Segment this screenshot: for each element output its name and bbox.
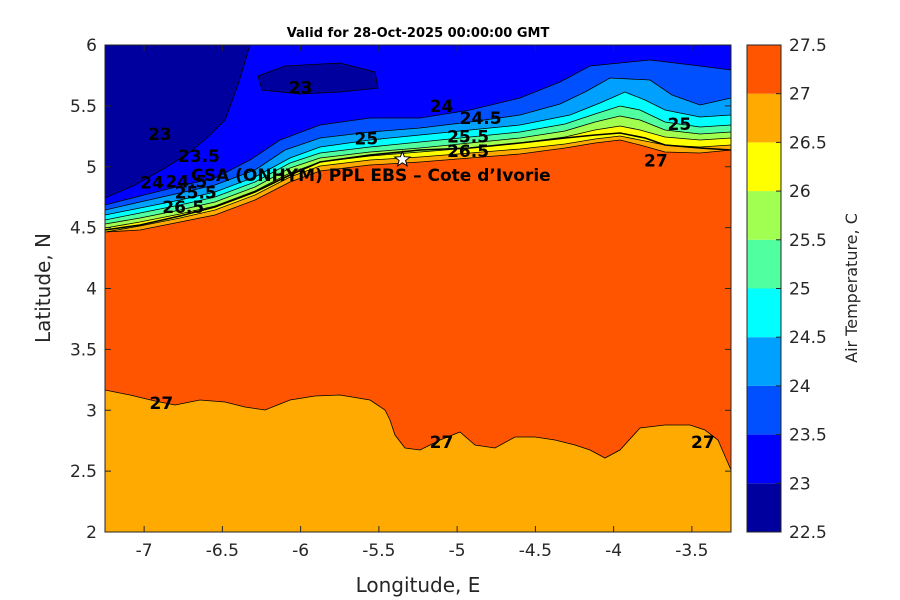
band-27-27.5 (105, 139, 731, 471)
site-label: CSA (ONHYM) PPL EBS – Cote d’Ivorie (191, 166, 551, 186)
y-tick-label: 4 (86, 280, 97, 300)
site-marker-group: CSA (ONHYM) PPL EBS – Cote d’Ivorie (191, 149, 551, 186)
colorbar-swatch (747, 385, 781, 435)
contour-label: 27 (644, 152, 668, 172)
y-tick-label: 3.5 (70, 340, 97, 360)
contour-label: 23.5 (178, 147, 220, 167)
colorbar-tick-label: 26.5 (789, 133, 827, 153)
colorbar-tick-label: 24 (789, 377, 811, 397)
colorbar-tick-label: 27 (789, 85, 811, 105)
x-tick-label: -4 (605, 541, 622, 561)
x-tick-label: -5.5 (362, 541, 395, 561)
x-axis: -7 -6.5 -6 -5.5 -5 -4.5 -4 -3.5 (136, 45, 708, 561)
colorbar-tick-label: 23.5 (789, 426, 827, 446)
y-tick-label: 4.5 (70, 219, 97, 239)
band-22.5-23-east (257, 62, 379, 95)
y-tick-label: 5.5 (70, 97, 97, 117)
colorbar-swatch (747, 337, 781, 386)
contour-label: 24.5 (165, 172, 207, 192)
colorbar-swatch (747, 239, 781, 289)
y-axis: 2 2.5 3 3.5 4 4.5 5 5.5 6 (70, 36, 731, 543)
contour-label: 25.5 (175, 183, 217, 203)
colorbar-swatch (747, 191, 781, 240)
x-tick-label: -3.5 (675, 541, 708, 561)
x-tick-label: -6 (292, 541, 309, 561)
contour-label: 25.5 (447, 127, 489, 147)
colorbar-tick-label: 25.5 (789, 231, 827, 251)
colorbar-swatch (747, 288, 781, 338)
x-tick-label: -7 (136, 541, 153, 561)
contour-label: 27 (430, 433, 454, 453)
y-tick-label: 5 (86, 158, 97, 178)
x-tick-label: -5 (449, 541, 466, 561)
site-star-icon (393, 149, 412, 168)
colorbar: 22.5 23 23.5 24 24.5 25 25.5 26 26.5 27 27.5 (746, 36, 827, 543)
contour-label: 25 (355, 130, 379, 150)
y-tick-label: 2 (86, 523, 97, 543)
colorbar-tick-label: 25 (789, 280, 811, 300)
colorbar-swatch (747, 93, 781, 143)
x-axis-label: Longitude, E (356, 573, 481, 597)
colorbar-tick-label: 27.5 (789, 36, 827, 56)
colorbar-tick-label: 26 (789, 182, 811, 202)
colorbar-tick-label: 24.5 (789, 328, 827, 348)
contour-label: 24 (430, 97, 454, 117)
colorbar-swatch (747, 434, 781, 484)
colorbar-swatch (747, 142, 781, 192)
contour-label: 23 (289, 79, 313, 99)
y-axis-label: Latitude, N (31, 233, 55, 343)
colorbar-tick-label: 22.5 (789, 523, 827, 543)
y-tick-label: 2.5 (70, 462, 97, 482)
contour-label: 23 (148, 125, 172, 145)
y-tick-label: 3 (86, 401, 97, 421)
colorbar-label: Air Temperature, C (842, 213, 861, 363)
y-tick-label: 6 (86, 36, 97, 56)
contour-label: 27 (691, 433, 715, 453)
contour-label: 26.5 (162, 198, 204, 218)
x-tick-label: -4.5 (519, 541, 552, 561)
contour-label: 24.5 (460, 109, 502, 129)
contour-label: 24 (140, 174, 164, 194)
chart-title: Valid for 28-Oct-2025 00:00:00 GMT (287, 26, 550, 41)
x-tick-label: -6.5 (206, 541, 239, 561)
contour-label: 27 (150, 394, 174, 414)
contour-label: 26.5 (447, 142, 489, 162)
colorbar-swatch (747, 45, 781, 94)
band-22.5-23 (105, 45, 251, 199)
colorbar-swatch (747, 483, 781, 532)
colorbar-tick-label: 23 (789, 474, 811, 494)
contour-label: 25 (668, 115, 692, 135)
contour-line-bold (105, 132, 731, 231)
